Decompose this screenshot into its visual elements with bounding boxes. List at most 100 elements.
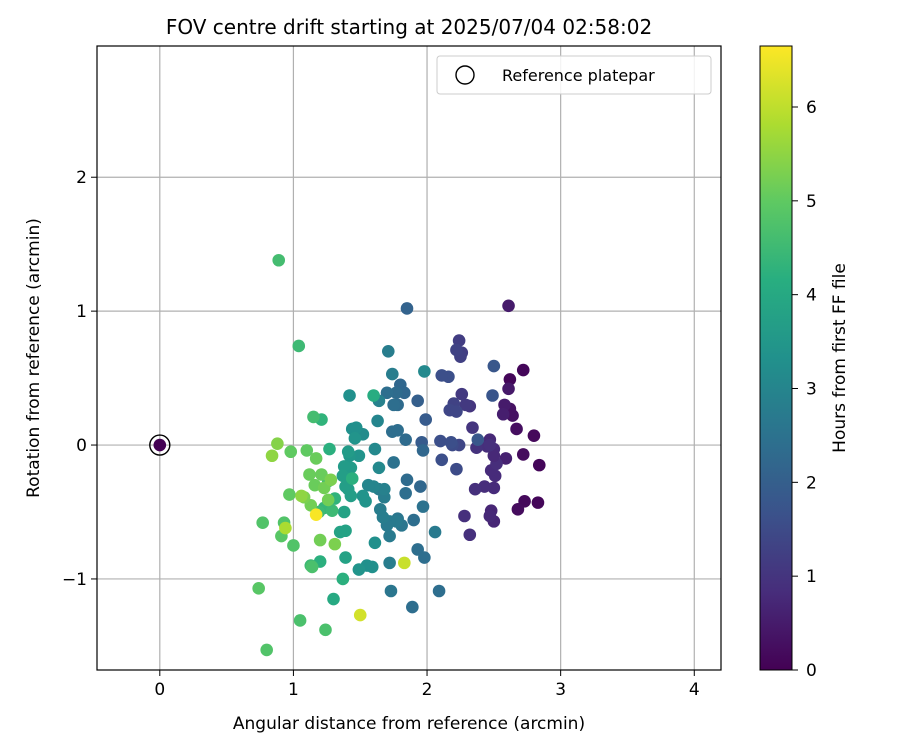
data-point [372,461,386,475]
data-point [300,444,314,457]
data-point [391,424,404,437]
data-point [343,389,356,402]
data-point [333,525,347,539]
colorbar: 0 1 2 3 4 5 6 Hours from first FF file [759,45,850,681]
data-point [418,365,431,378]
x-tick-label: 1 [288,680,299,700]
data-point [411,543,424,556]
data-point [295,489,308,503]
data-point [305,560,319,574]
data-point [313,533,327,547]
data-point [486,389,499,402]
data-point [315,468,328,481]
data-point [390,386,403,400]
data-point [365,560,379,574]
data-point [444,436,458,449]
data-point [450,405,463,418]
reference-point [153,438,167,452]
data-point [385,367,399,381]
legend-marker-reference [455,65,475,85]
data-point [516,363,530,377]
data-point [368,536,382,550]
x-axis-ticks: 0 1 2 3 4 [154,670,700,700]
reference-marker [149,434,171,456]
plot-frame [96,45,722,671]
data-point [371,414,384,428]
data-point [256,516,269,530]
colorbar-tick-label: 6 [806,98,817,118]
data-point [387,456,400,469]
data-point [406,600,419,614]
data-point [337,505,351,519]
colorbar-tick-label: 0 [806,661,817,681]
colorbar-tick-label: 5 [806,192,817,212]
data-point [483,509,497,523]
data-point [260,643,273,657]
data-point [381,345,395,358]
data-point [377,482,391,496]
data-point [434,434,447,448]
data-point [428,525,442,539]
data-point [399,486,412,500]
data-point [435,369,449,382]
y-tick-label: 0 [76,436,87,456]
colorbar-tick-label: 2 [806,473,817,493]
data-point [502,299,515,313]
y-tick-label: −1 [62,570,87,590]
data-point [463,528,477,542]
data-point [323,442,336,456]
data-point [307,410,320,424]
y-axis-label: Rotation from reference (arcmin) [24,218,44,498]
data-point [466,421,479,434]
data-point [399,433,412,446]
data-point [328,537,342,551]
legend-entry-reference: Reference platepar [502,66,655,85]
data-point [416,444,430,457]
data-point [327,592,340,606]
data-point [252,582,265,595]
data-point [450,462,463,476]
scatter-points [252,253,546,657]
data-point [487,359,501,373]
data-point [293,614,307,627]
data-point [510,422,523,436]
colorbar-tick-label: 4 [806,286,817,306]
data-point [361,478,375,492]
colorbar-ticks: 0 1 2 3 4 5 6 [792,98,817,681]
data-point [367,389,380,402]
data-point [455,387,469,401]
colorbar-tick-label: 3 [806,379,817,399]
data-point [292,339,306,353]
legend: Reference platepar [436,55,712,95]
data-point [348,432,362,445]
data-point [380,386,394,400]
data-point [309,508,323,521]
data-point [384,584,398,598]
data-point [279,521,292,535]
reference-ring [149,434,171,456]
data-point [271,437,284,450]
chart-title: FOV centre drift starting at 2025/07/04 … [166,15,652,39]
data-point [387,398,400,412]
data-point [373,503,387,516]
data-point [349,421,363,434]
data-point [531,496,545,509]
data-point [450,343,463,357]
data-point [353,608,367,622]
data-point [324,473,338,487]
data-point [287,539,300,552]
data-point [496,407,510,421]
data-point [352,449,366,463]
data-point [407,513,420,527]
data-point [368,442,382,456]
data-point [414,480,427,493]
data-point [468,482,482,496]
data-point [339,551,352,564]
data-point [487,449,501,463]
data-point [411,394,424,408]
data-point [502,382,515,396]
data-point [283,488,296,501]
data-point [309,452,323,465]
data-point [352,563,366,576]
